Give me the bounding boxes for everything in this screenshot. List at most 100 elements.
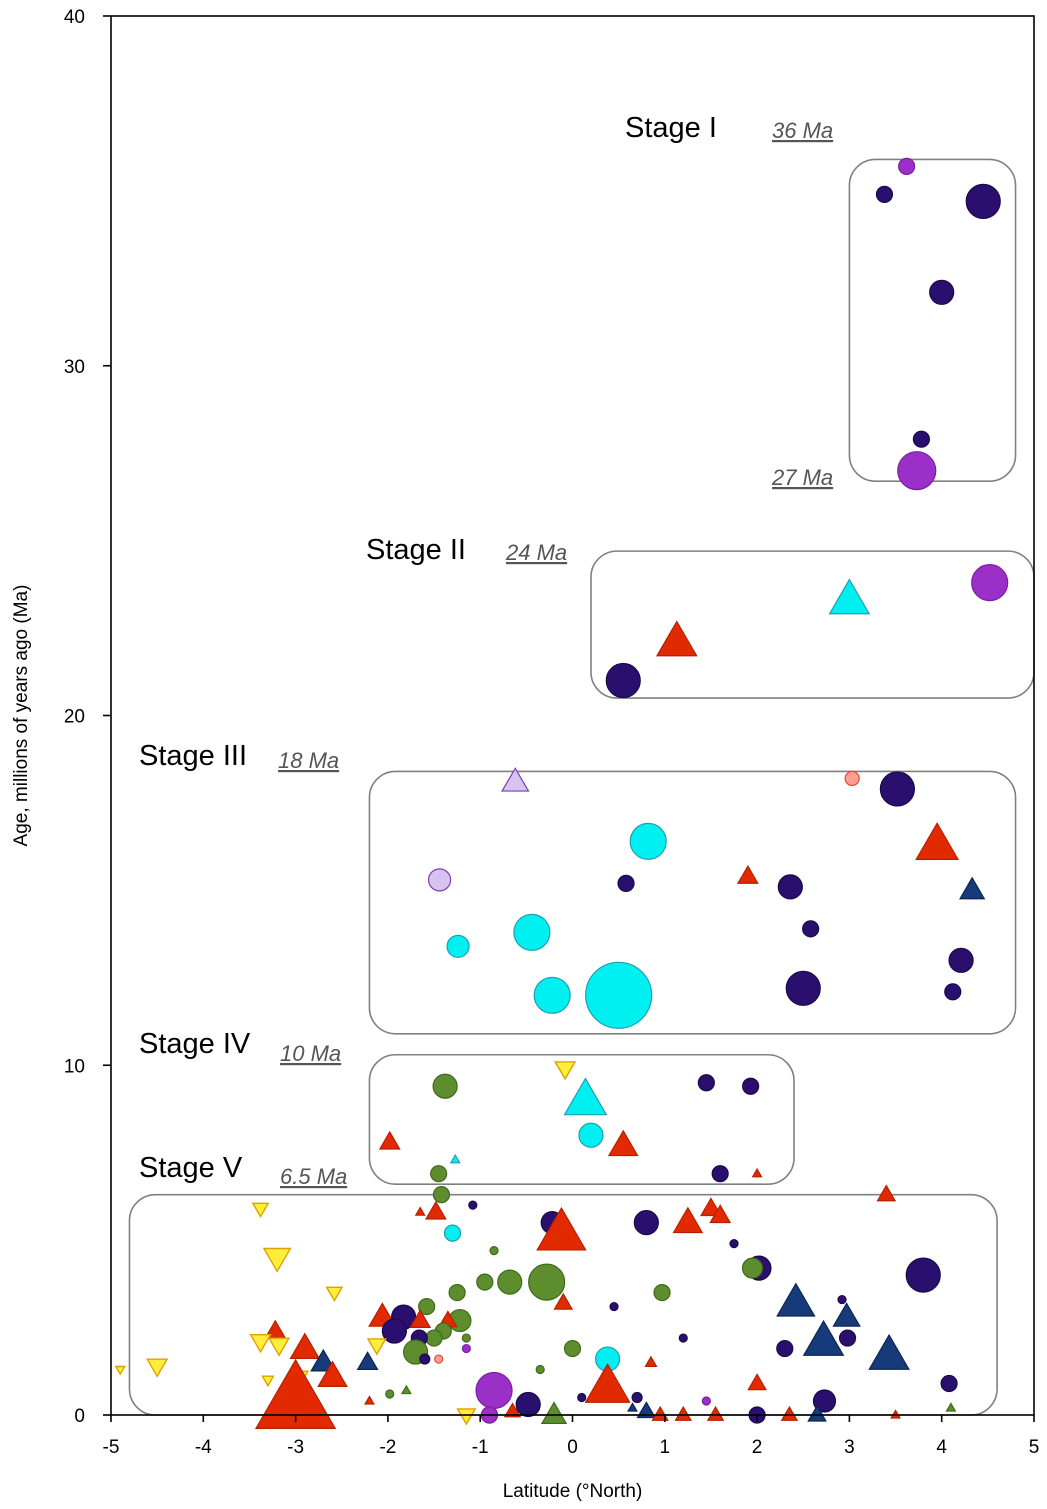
stage-group: Stage V 6.5 Ma — [128, 1152, 998, 1416]
data-point-triangle-down — [262, 1247, 292, 1273]
data-point-circle — [418, 1297, 436, 1316]
data-point-circle — [701, 1396, 711, 1406]
data-point-circle — [515, 1391, 541, 1418]
data-point-circle — [475, 1371, 513, 1410]
data-point-circle — [461, 1333, 471, 1343]
data-point-triangle-down — [251, 1202, 270, 1219]
data-point-triangle — [289, 1332, 321, 1360]
stage-group: Stage IV 10 Ma — [139, 1028, 795, 1185]
data-point-circle — [609, 1301, 619, 1312]
data-point-triangle — [709, 1204, 732, 1224]
data-point-circle — [513, 913, 551, 951]
x-tick-label: 3 — [844, 1437, 855, 1458]
stage-label: Stage I — [625, 112, 717, 144]
x-tick-label: -2 — [379, 1437, 396, 1458]
x-tick-label: 0 — [567, 1437, 578, 1458]
stage-end-age: 27 Ma — [771, 465, 833, 490]
data-point-circle — [617, 874, 635, 892]
data-point-triangle — [655, 620, 698, 657]
x-tick-label: 4 — [936, 1437, 947, 1458]
stage-boxes: Stage I 36 Ma 27 Ma Stage II 24 Ma Stage III 1… — [128, 112, 1035, 1416]
data-point-triangle — [627, 1402, 638, 1412]
data-point-triangle — [776, 1282, 816, 1317]
data-point-triangle — [540, 1401, 568, 1424]
y-axis-title: Age, millions of years ago (Ma) — [11, 585, 32, 847]
data-point-triangle — [736, 864, 759, 884]
data-point-circle — [563, 1339, 582, 1358]
x-tick-label: 1 — [660, 1437, 671, 1458]
data-point-circle — [476, 1273, 494, 1291]
x-tick-label: -4 — [195, 1437, 212, 1458]
data-point-triangle — [584, 1363, 631, 1403]
data-point-circle — [940, 1374, 958, 1393]
data-point-circle — [729, 1239, 739, 1249]
data-point-triangle — [674, 1405, 693, 1421]
data-point-triangle — [751, 1167, 763, 1178]
data-point-circle — [385, 1389, 395, 1399]
data-point-triangle — [780, 1405, 799, 1421]
data-point-triangle — [868, 1333, 910, 1370]
data-point-circle — [605, 662, 641, 699]
data-point-triangle-down — [114, 1365, 126, 1376]
data-point-triangle — [536, 1206, 587, 1251]
stage-start-age: 24 Ma — [505, 540, 567, 565]
data-point-triangle — [400, 1384, 412, 1395]
data-point-triangle — [644, 1355, 658, 1367]
data-point-triangle — [254, 1358, 337, 1429]
data-point-triangle — [501, 767, 530, 792]
data-point-circle — [802, 920, 820, 938]
data-point-circle — [879, 771, 915, 807]
data-point-triangle — [409, 1309, 432, 1329]
y-tick-label: 40 — [64, 7, 85, 28]
data-point-triangle — [706, 1405, 725, 1421]
data-point-triangle — [747, 1373, 767, 1391]
data-point-circle — [434, 1354, 444, 1364]
data-point-triangle — [317, 1360, 348, 1388]
data-points — [114, 157, 1009, 1429]
data-point-triangle — [802, 1319, 845, 1356]
data-point-triangle-down — [366, 1338, 387, 1356]
data-point-circle — [633, 1210, 659, 1236]
data-point-circle — [875, 185, 894, 203]
data-point-triangle — [553, 1292, 574, 1310]
data-point-triangle — [607, 1129, 639, 1157]
data-point-circle — [448, 1283, 466, 1302]
data-point-circle — [844, 770, 860, 787]
data-point-triangle-down — [267, 1337, 291, 1357]
data-point-triangle — [700, 1197, 722, 1217]
y-tick-label: 0 — [74, 1406, 85, 1427]
data-point-triangle — [672, 1206, 704, 1234]
data-point-circle — [468, 1200, 478, 1210]
stage-label: Stage IV — [139, 1028, 251, 1060]
data-point-circle — [948, 947, 974, 973]
data-point-circle — [944, 983, 962, 1001]
y-tick-label: 20 — [64, 707, 85, 728]
data-point-circle — [578, 1122, 604, 1148]
data-point-circle — [971, 563, 1009, 602]
data-point-circle — [897, 451, 937, 491]
axis-ticks: -5 -4 -3 -2 -1 0 1 2 3 4 5 0 10 20 30 40 — [64, 7, 1039, 1458]
data-point-circle — [776, 1339, 794, 1358]
data-point-circle — [965, 183, 1001, 219]
data-point-triangle-down — [325, 1286, 344, 1302]
data-point-circle — [653, 1283, 671, 1302]
data-point-triangle-down — [554, 1061, 577, 1081]
data-point-circle — [837, 1294, 847, 1305]
stage-start-age: 36 Ma — [772, 118, 833, 143]
data-point-circle — [741, 1257, 764, 1279]
stage-group: Stage I 36 Ma 27 Ma — [625, 112, 1017, 490]
data-point-circle — [489, 1246, 499, 1256]
stage-group: Stage II 24 Ma — [366, 534, 1035, 699]
data-point-circle — [446, 934, 470, 958]
data-point-circle — [432, 1073, 458, 1099]
data-point-circle — [577, 1392, 587, 1403]
stage-box — [368, 770, 1017, 1035]
x-tick-label: 5 — [1029, 1437, 1040, 1458]
data-point-circle — [912, 430, 930, 448]
data-point-circle — [427, 868, 452, 892]
plot-frame — [110, 15, 1035, 1416]
y-tick-label: 30 — [64, 357, 85, 378]
data-point-triangle — [959, 876, 986, 900]
stage-start-age: 18 Ma — [278, 748, 339, 773]
